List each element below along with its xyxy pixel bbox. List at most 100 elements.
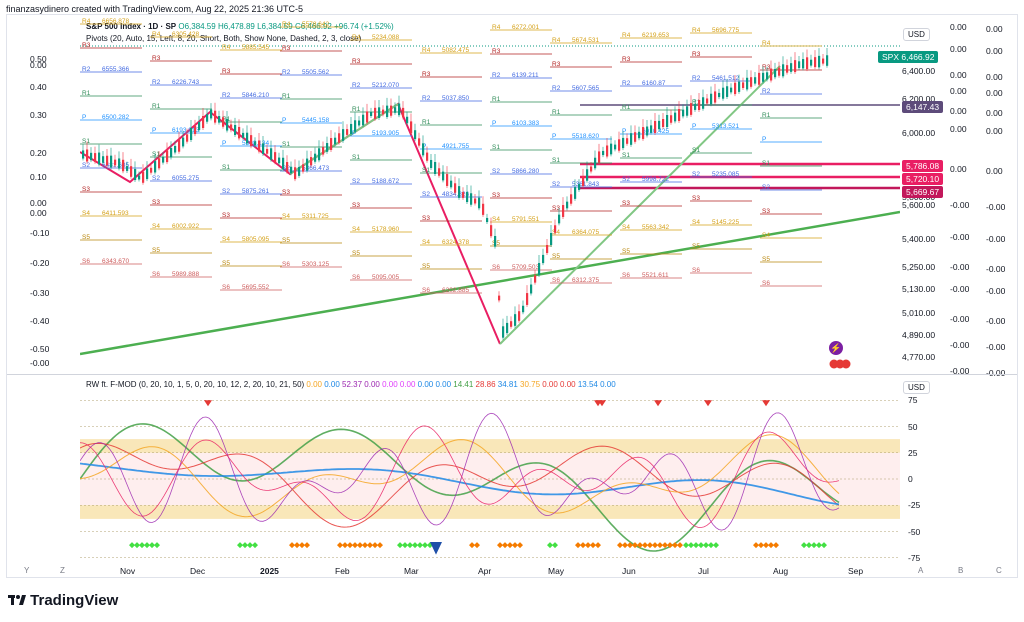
price-tag[interactable]: 5,669.67	[902, 186, 944, 198]
indicator-value: 0.00	[379, 380, 398, 389]
main-legend[interactable]: S&P 500 Index · 1D · SP O6,384.59 H6,478…	[86, 22, 394, 31]
candle-body	[382, 109, 385, 115]
candle-body	[238, 126, 241, 139]
signal-diamond	[412, 542, 418, 549]
candle-body	[266, 148, 269, 154]
indicator-title[interactable]: RW ft. F-MOD (0, 20, 10, 1, 5, 0, 20, 10…	[86, 380, 305, 389]
pivots-indicator-legend[interactable]: Pivots (20, Auto, 15, Left, 8, 20, Short…	[86, 34, 362, 43]
pivot-value: 5875.261	[242, 188, 269, 195]
zigzag-up-2[interactable]	[499, 65, 781, 345]
price-axis[interactable]: 6,400.006,200.006,000.005,800.005,600.00…	[902, 44, 948, 364]
candle-body	[410, 121, 413, 134]
pivot-label: S5	[552, 253, 560, 260]
candle-body	[798, 61, 801, 69]
candle-body	[778, 67, 781, 76]
candle-body	[414, 130, 417, 140]
candle-body	[142, 171, 145, 183]
indicator-series-line	[80, 442, 840, 528]
pivot-label: S6	[222, 284, 230, 291]
flags-icon[interactable]	[829, 357, 851, 369]
right-scale-b-label: -0.00	[986, 342, 1006, 352]
pivot-label: S1	[552, 157, 560, 164]
pivot-label: R2	[422, 95, 431, 102]
pivot-label: S6	[622, 272, 630, 279]
right-scale-b-label: 0.00	[986, 108, 1003, 118]
pivot-label: R2	[282, 69, 291, 76]
candle-body	[386, 105, 389, 118]
time-axis-label[interactable]: Apr	[478, 566, 492, 576]
bottom-bar-letter[interactable]: Y	[24, 566, 30, 575]
price-tag[interactable]: 5,720.10	[902, 173, 944, 185]
time-axis-label[interactable]: Mar	[404, 566, 419, 576]
pane-separator[interactable]	[7, 374, 1017, 375]
candle-body	[458, 186, 461, 198]
signal-diamond	[595, 542, 601, 549]
candle-body	[390, 105, 393, 116]
candle-body	[786, 65, 789, 73]
signal-diamond	[342, 542, 348, 549]
indicator-chart[interactable]	[80, 396, 900, 562]
price-tag[interactable]: SPX 6,466.92	[878, 51, 939, 63]
right-scale-a: 0.00 0.00 0.00 0.00 0.00 0.00 0.00 -0.00 -0.00 -0…	[950, 0, 980, 376]
price-tag[interactable]: 5,786.08	[902, 160, 944, 172]
time-axis-label[interactable]: Dec	[190, 566, 206, 576]
candle-body	[606, 145, 609, 157]
pivot-value: 5505.562	[302, 69, 329, 76]
candle-body	[418, 138, 421, 146]
zigzag-down[interactable]	[80, 102, 501, 345]
candle-body	[110, 155, 113, 168]
pivot-label: S2	[222, 188, 230, 195]
indicator-currency-button[interactable]: USD	[903, 381, 930, 394]
candle-body	[630, 133, 633, 145]
bottom-bar-letter[interactable]: A	[918, 566, 924, 575]
right-scale-a-label: -0.00	[950, 340, 970, 350]
bottom-bar-letter[interactable]: C	[996, 566, 1002, 575]
long-trendline[interactable]	[80, 210, 900, 356]
candle-body	[706, 98, 709, 104]
candle-body	[506, 322, 509, 334]
price-chart[interactable]: R4 6656.878 R3 R2 6555.366 R1 P 6500.282 S1 S2 648…	[80, 14, 900, 374]
pivot-label: S3	[222, 212, 230, 219]
time-axis-label[interactable]: Nov	[120, 566, 136, 576]
pivot-label: S5	[762, 256, 770, 263]
signal-diamond	[294, 542, 300, 549]
candle-body	[766, 72, 769, 80]
price-axis-label: 6,400.00	[902, 66, 936, 76]
pivot-label: S1	[222, 164, 230, 171]
time-axis-label[interactable]: Sep	[848, 566, 864, 576]
currency-button[interactable]: USD	[903, 28, 930, 41]
bottom-bar-letter[interactable]: Z	[60, 566, 65, 575]
right-scale-a-label: 0.00	[950, 22, 967, 32]
price-tag[interactable]: 6,147.43	[902, 101, 944, 113]
symbol-label[interactable]: S&P 500 Index · 1D · SP	[86, 22, 177, 31]
pivot-label: S2	[552, 181, 560, 188]
indicator-legend[interactable]: RW ft. F-MOD (0, 20, 10, 1, 5, 0, 20, 10…	[86, 380, 616, 389]
time-axis-label[interactable]: Jul	[698, 566, 709, 576]
pivot-value: 6312.375	[572, 277, 599, 284]
pivot-value: 5989.888	[172, 271, 199, 278]
pivot-value: 5866.280	[512, 168, 539, 175]
time-axis-label[interactable]: Feb	[335, 566, 350, 576]
time-axis-label[interactable]: May	[548, 566, 565, 576]
pivot-label: S4	[222, 236, 230, 243]
time-axis[interactable]: Nov Dec 2025 Feb Mar Apr May Jun Jul Aug Sep	[0, 566, 1024, 578]
time-axis-label[interactable]: Jun	[622, 566, 636, 576]
candle-body	[310, 157, 313, 166]
pivot-value: 5361.843	[572, 181, 599, 188]
time-axis-label[interactable]: Aug	[773, 566, 789, 576]
lightning-icon[interactable]: ⚡	[829, 341, 843, 355]
pivot-label: S4	[152, 223, 160, 230]
time-axis-label[interactable]: 2025	[260, 566, 279, 576]
pivot-value: 5885.545	[242, 44, 269, 51]
candle-body	[430, 159, 433, 169]
candle-body	[574, 187, 577, 199]
indicator-series-line	[80, 434, 840, 518]
left-scale-label: -0.40	[30, 316, 50, 326]
pivot-value: 6481.635	[102, 162, 129, 169]
pivot-label: S2	[492, 168, 500, 175]
bottom-bar-letter[interactable]: B	[958, 566, 964, 575]
signal-diamond	[672, 542, 678, 549]
signal-triangle	[204, 400, 212, 407]
signal-diamond	[652, 542, 658, 549]
